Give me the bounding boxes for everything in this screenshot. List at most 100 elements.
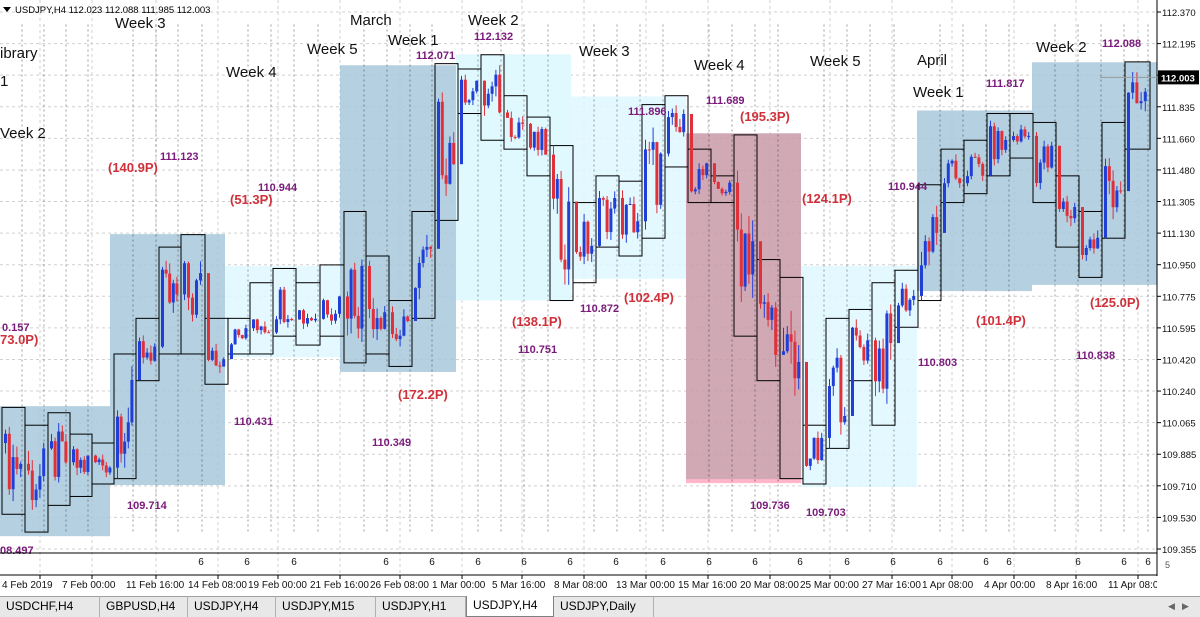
candle-body (1127, 92, 1130, 192)
candle-body (149, 352, 153, 361)
weekly-range-zone (686, 133, 801, 482)
period-label: April (917, 52, 947, 69)
candle-body (437, 101, 440, 249)
candle-body (667, 117, 670, 154)
candle-body (490, 86, 494, 94)
daily-range-box (664, 95, 689, 168)
price-annotation: 112.132 (474, 31, 513, 43)
candle-body (263, 326, 267, 333)
candle-body (1131, 82, 1135, 93)
candle-body (164, 269, 168, 274)
price-axis-label: 110.420 (1162, 355, 1196, 366)
range-annotation: (140.9P) (108, 160, 158, 175)
candle-body (282, 289, 286, 322)
period-label: Week 5 (810, 53, 861, 70)
candle-body (1096, 237, 1100, 249)
candle-body (494, 74, 498, 87)
candle-body (483, 80, 486, 106)
candle-body (582, 221, 586, 257)
candle-body (326, 300, 329, 315)
period-label: March (350, 12, 392, 29)
candle-body (145, 352, 149, 358)
candle-body (946, 163, 950, 184)
candle-body (1092, 239, 1096, 249)
price-chart[interactable]: Week 3 Week 4 Week 5 March Week 1 Week 2 Week … (0, 0, 1200, 596)
candle-body (644, 149, 647, 222)
candle-body (138, 341, 141, 381)
daily-range-box (917, 184, 942, 302)
price-axis-label: 109.885 (1162, 450, 1196, 461)
candle-body (762, 302, 766, 304)
candle-body (353, 269, 357, 316)
candle-body (429, 246, 433, 249)
candle-body (298, 310, 301, 320)
candle-body (53, 441, 57, 477)
candle-body (728, 182, 732, 192)
candle-body (414, 287, 417, 322)
weekly-range-zone (110, 234, 225, 486)
time-axis-label: 1 Mar 00:00 (432, 580, 486, 591)
price-annotation: 112.071 (416, 50, 455, 62)
candle-body (820, 437, 824, 461)
candle-body (1000, 131, 1004, 150)
daily-range-box (1032, 121, 1057, 204)
candle-body (195, 280, 198, 315)
candle-body (609, 208, 613, 233)
period-label: 1 (0, 73, 8, 90)
current-price-label: 112.003 (1161, 73, 1195, 84)
tab-usdjpy-h4[interactable]: USDJPY,H4 (188, 597, 276, 617)
tab-usdjpy-h1[interactable]: USDJPY,H1 (376, 597, 466, 617)
candle-body (529, 123, 532, 148)
chart-area[interactable]: Week 3 Week 4 Week 5 March Week 1 Week 2 Week … (0, 0, 1200, 596)
candle-body (278, 289, 282, 320)
candle-body (927, 241, 931, 252)
candle-body (774, 307, 778, 355)
axis-corner-mark: 5 (1165, 560, 1170, 570)
candle-body (222, 359, 226, 367)
candle-body (255, 319, 259, 331)
candle-body (713, 163, 716, 183)
candle-body (555, 178, 559, 199)
tab-usdjpy-m15[interactable]: USDJPY,M15 (276, 597, 376, 617)
candle-body (536, 131, 540, 150)
candle-body (705, 163, 709, 176)
price-annotation: 111.689 (706, 95, 745, 107)
candle-body (736, 182, 739, 230)
price-annotation: 110.944 (888, 181, 928, 193)
candle-body (586, 221, 590, 254)
tab-usdjpy-daily[interactable]: USDJPY,Daily (554, 597, 654, 617)
session-mark: 6 (844, 557, 850, 568)
tab-usdjpy-h4-active[interactable]: USDJPY,H4 (466, 596, 554, 617)
candle-body (391, 312, 394, 335)
candle-body (360, 265, 364, 329)
daily-range-box (641, 104, 666, 239)
candle-body (398, 335, 402, 340)
candle-body (720, 188, 724, 194)
candle-body (816, 437, 820, 461)
candle-body (97, 459, 101, 463)
session-mark: 6 (1075, 557, 1081, 568)
candle-body (567, 201, 571, 270)
candle-body (338, 296, 341, 314)
tab-usdchf-h4[interactable]: USDCHF,H4 (0, 597, 100, 617)
tab-gbpusd-h4[interactable]: GBPUSD,H4 (100, 597, 188, 617)
candle-body (330, 314, 333, 321)
candle-body (259, 326, 263, 331)
candle-body (690, 114, 693, 192)
session-mark: 6 (1121, 557, 1127, 568)
daily-range-box (388, 300, 413, 367)
candle-body (486, 93, 490, 106)
scroll-left-icon[interactable]: ◀ (1168, 601, 1175, 611)
candle-body (402, 316, 406, 336)
range-annotation: (102.4P) (624, 290, 674, 305)
candle-body (1061, 201, 1065, 209)
range-annotation: (124.1P) (802, 191, 852, 206)
candle-body (621, 197, 624, 235)
candle-body (290, 319, 294, 321)
candle-body (252, 319, 255, 329)
candle-body (218, 365, 222, 367)
candle-body (996, 131, 1000, 160)
candle-body (237, 329, 241, 336)
scroll-right-icon[interactable]: ▶ (1182, 601, 1189, 611)
candle-body (766, 302, 770, 320)
